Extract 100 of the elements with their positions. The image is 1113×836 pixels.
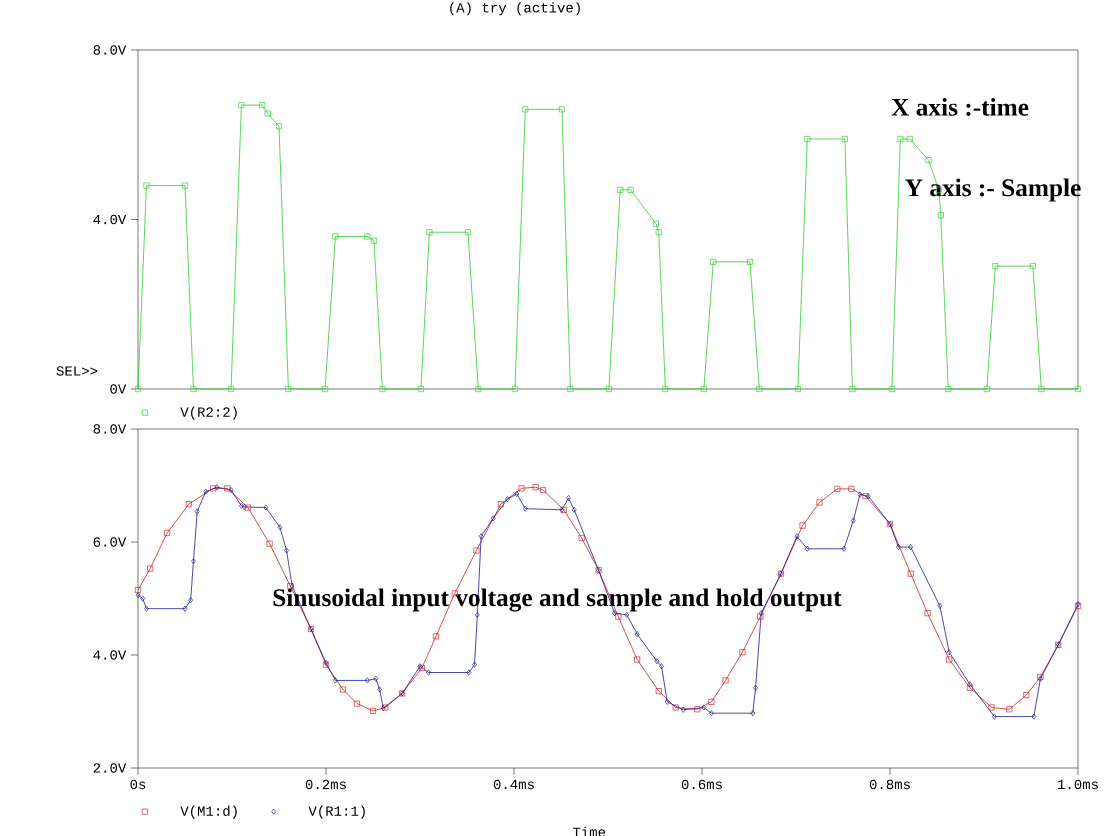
point xyxy=(710,258,717,265)
point xyxy=(511,385,518,392)
point xyxy=(190,385,197,392)
point xyxy=(332,233,339,240)
point xyxy=(322,385,329,392)
annotation: Y axis :- Sample xyxy=(905,178,1081,202)
point xyxy=(185,501,192,508)
point xyxy=(1075,385,1082,392)
point xyxy=(924,610,931,617)
y-tick-label: 6.0V xyxy=(93,537,127,547)
point xyxy=(907,570,914,577)
point xyxy=(276,123,283,130)
point xyxy=(834,485,841,492)
point xyxy=(605,385,612,392)
x-tick-label: 0.8ms xyxy=(869,779,910,790)
point xyxy=(739,649,746,656)
point xyxy=(617,186,624,193)
point xyxy=(1038,385,1045,392)
y-tick-label: 0V xyxy=(110,384,127,394)
point xyxy=(849,385,856,392)
point xyxy=(655,229,662,236)
y-tick-label: 2.0V xyxy=(93,763,127,773)
point xyxy=(364,233,371,240)
point xyxy=(522,106,529,113)
annotation: X axis :-time xyxy=(891,98,1029,116)
point xyxy=(238,102,245,109)
point xyxy=(804,135,811,142)
point xyxy=(722,677,729,684)
point xyxy=(532,484,539,491)
legend-label: V(R2:2) xyxy=(180,406,237,420)
chart-title: (A) try (active) xyxy=(450,2,580,16)
x-tick-label: 0.4ms xyxy=(493,779,534,790)
x-tick-label: 0s xyxy=(130,779,146,790)
point xyxy=(244,504,251,511)
x-tick-label: 0.2ms xyxy=(305,779,346,790)
point xyxy=(945,385,952,392)
point xyxy=(662,385,669,392)
x-tick-label: 1.0ms xyxy=(1058,779,1098,790)
x-tick-label: 0.6ms xyxy=(681,779,722,790)
point xyxy=(946,656,953,663)
point xyxy=(888,385,895,392)
annotation: Sinusoidal input voltage and sample and hold output xyxy=(273,588,842,612)
point xyxy=(925,157,932,164)
point xyxy=(897,135,904,142)
point xyxy=(655,688,662,695)
y-tick-label: 4.0V xyxy=(93,214,127,225)
point xyxy=(432,633,439,640)
point xyxy=(794,385,801,392)
point xyxy=(937,212,944,219)
point xyxy=(181,182,189,189)
point xyxy=(135,385,142,392)
point xyxy=(988,704,995,711)
point xyxy=(417,385,424,392)
point xyxy=(992,263,999,270)
point xyxy=(578,535,585,542)
point xyxy=(147,565,154,572)
point xyxy=(475,385,482,392)
point xyxy=(135,587,142,594)
point xyxy=(210,485,217,492)
point xyxy=(1006,706,1013,713)
point xyxy=(264,110,271,117)
y-tick-label: 8.0V xyxy=(93,45,127,55)
point xyxy=(224,485,231,492)
point xyxy=(848,485,855,492)
point xyxy=(473,547,480,554)
point xyxy=(708,698,715,705)
point xyxy=(862,493,869,500)
y-tick-label: 8.0V xyxy=(93,424,127,434)
point xyxy=(164,529,171,536)
point xyxy=(354,700,361,707)
point xyxy=(634,656,641,663)
point xyxy=(746,258,753,265)
point xyxy=(1029,263,1036,270)
point xyxy=(143,182,150,189)
point xyxy=(627,186,634,193)
point xyxy=(464,229,471,236)
point xyxy=(370,237,377,244)
point xyxy=(285,385,292,392)
point xyxy=(841,135,848,142)
point xyxy=(370,707,377,714)
point xyxy=(615,613,622,620)
point xyxy=(518,485,525,492)
point xyxy=(497,501,504,508)
point xyxy=(700,385,707,392)
point xyxy=(799,522,806,529)
point xyxy=(228,385,235,392)
legend-label: V(R1:1) xyxy=(308,805,365,819)
y-tick-label: 4.0V xyxy=(93,650,127,660)
point xyxy=(339,686,346,693)
point xyxy=(816,499,823,506)
point xyxy=(259,102,266,109)
point xyxy=(558,106,565,113)
point xyxy=(567,385,574,392)
legend-label: V(M1:d) xyxy=(180,805,237,819)
point xyxy=(379,385,386,392)
point xyxy=(694,706,701,713)
point xyxy=(672,704,679,711)
point xyxy=(906,135,913,142)
point xyxy=(756,385,763,392)
point xyxy=(983,385,990,392)
